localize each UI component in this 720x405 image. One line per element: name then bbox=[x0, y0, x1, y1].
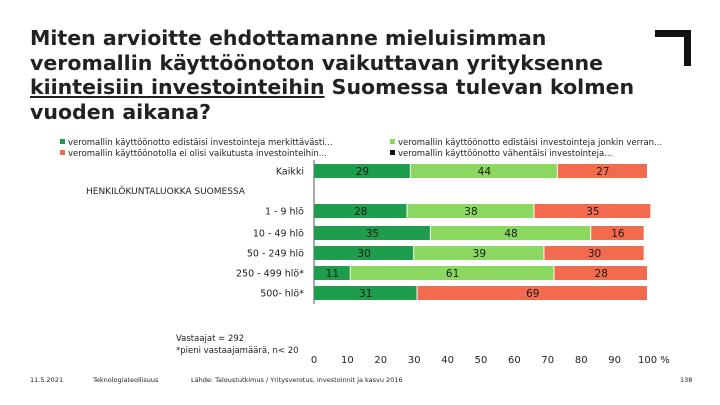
x-tick-label: 0 bbox=[311, 355, 317, 366]
legend: veromallin käyttöönotto edistäisi invest… bbox=[60, 138, 700, 162]
data-label: 28 bbox=[595, 268, 608, 280]
bar-segment bbox=[554, 266, 647, 280]
category-label: 50 - 249 hlö bbox=[247, 249, 304, 260]
legend-swatch-4 bbox=[390, 150, 395, 155]
x-tick-label: 50 bbox=[475, 355, 488, 366]
category-label: 500- hlö* bbox=[260, 289, 304, 300]
respondent-note: Vastaajat = 292 *pieni vastaajamäärä, n<… bbox=[176, 333, 299, 357]
data-label: 48 bbox=[504, 228, 517, 240]
legend-entry-1: veromallin käyttöönotto edistäisi invest… bbox=[60, 138, 333, 148]
legend-label-1: veromallin käyttöönotto edistäisi invest… bbox=[68, 138, 333, 148]
x-tick-label: 100 % bbox=[638, 355, 670, 366]
footer-org: Teknologiateollisuus bbox=[93, 376, 159, 384]
data-label: 35 bbox=[586, 206, 599, 218]
bar-segment bbox=[314, 226, 430, 240]
category-label: 1 - 9 hlö bbox=[265, 207, 304, 218]
bar-segment bbox=[314, 246, 414, 260]
x-tick-label: 90 bbox=[608, 355, 621, 366]
group-label: HENKILÖKUNTALUOKKA SUOMESSA bbox=[86, 186, 246, 197]
x-tick-label: 30 bbox=[408, 355, 421, 366]
category-label: 10 - 49 hlö bbox=[253, 229, 304, 240]
corner-bracket-icon bbox=[655, 30, 691, 66]
bar-segment bbox=[407, 204, 534, 218]
data-label: 30 bbox=[588, 248, 601, 260]
data-label: 16 bbox=[611, 228, 625, 240]
chart-title: Miten arvioitte ehdottamanne mieluisimma… bbox=[30, 26, 650, 124]
bar-segment bbox=[314, 204, 407, 218]
legend-swatch-2 bbox=[390, 139, 395, 144]
legend-label-4: veromallin käyttöönotto vähentäisi inves… bbox=[398, 149, 613, 159]
legend-label-2: veromallin käyttöönotto edistäisi invest… bbox=[398, 138, 663, 148]
bar-segment bbox=[414, 246, 544, 260]
x-tick-label: 10 bbox=[341, 355, 354, 366]
x-tick-label: 40 bbox=[441, 355, 454, 366]
title-part1: Miten arvioitte ehdottamanne mieluisimma… bbox=[30, 26, 604, 75]
data-label: 11 bbox=[326, 268, 339, 280]
bar-segment bbox=[410, 164, 557, 178]
footer-date: 11.5.2021 bbox=[30, 376, 64, 384]
x-tick-label: 60 bbox=[508, 355, 521, 366]
bar-segment bbox=[534, 204, 651, 218]
data-label: 38 bbox=[464, 206, 477, 218]
note-respondents: Vastaajat = 292 bbox=[176, 334, 245, 344]
bar-segment bbox=[314, 286, 417, 300]
footer-source: Lähde: Taloustutkimus / Yritysverotus, i… bbox=[191, 376, 403, 384]
category-label: 250 - 499 hlö* bbox=[236, 269, 304, 280]
legend-swatch-1 bbox=[60, 139, 65, 144]
legend-swatch-3 bbox=[60, 150, 65, 155]
bar-segment bbox=[591, 226, 644, 240]
legend-entry-2: veromallin käyttöönotto edistäisi invest… bbox=[390, 138, 662, 148]
data-label: 61 bbox=[446, 268, 459, 280]
footer-page: 138 bbox=[680, 376, 693, 384]
bar-segment bbox=[557, 164, 647, 178]
bar-segment bbox=[314, 164, 410, 178]
bar-segment bbox=[417, 286, 647, 300]
legend-label-3: veromallin käyttöönotolla ei olisi vaiku… bbox=[68, 149, 327, 159]
data-label: 39 bbox=[473, 248, 486, 260]
data-label: 30 bbox=[357, 248, 370, 260]
note-small-sample: *pieni vastaajamäärä, n< 20 bbox=[176, 346, 299, 356]
data-label: 29 bbox=[356, 166, 369, 178]
legend-entry-4: veromallin käyttöönotto vähentäisi inves… bbox=[390, 149, 612, 159]
data-label: 28 bbox=[354, 206, 367, 218]
data-label: 35 bbox=[366, 228, 379, 240]
title-part2: Suomessa tulevan kolmen vuoden aikana? bbox=[30, 75, 635, 124]
data-label: 69 bbox=[526, 288, 539, 300]
x-tick-label: 80 bbox=[575, 355, 588, 366]
data-label: 27 bbox=[596, 166, 609, 178]
category-label: Kaikki bbox=[276, 167, 304, 178]
x-tick-label: 20 bbox=[374, 355, 387, 366]
bar-segment bbox=[350, 266, 554, 280]
bar-segment bbox=[544, 246, 644, 260]
title-underlined: kiinteisiin investointeihin bbox=[30, 75, 325, 99]
x-tick-label: 70 bbox=[541, 355, 554, 366]
bar-segment bbox=[314, 266, 350, 280]
bar-segment bbox=[430, 226, 591, 240]
legend-entry-3: veromallin käyttöönotolla ei olisi vaiku… bbox=[60, 149, 327, 159]
data-label: 31 bbox=[359, 288, 372, 300]
data-label: 44 bbox=[478, 166, 492, 178]
